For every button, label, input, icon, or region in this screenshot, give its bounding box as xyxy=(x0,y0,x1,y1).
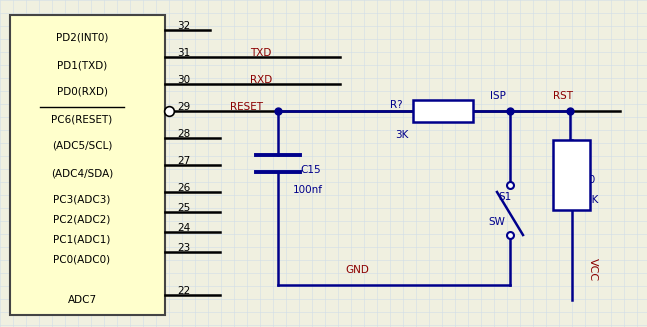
Text: RXD: RXD xyxy=(250,75,272,85)
Text: PC1(ADC1): PC1(ADC1) xyxy=(53,235,111,245)
Text: 3K: 3K xyxy=(395,130,408,140)
Text: SW: SW xyxy=(488,217,505,227)
Text: 30: 30 xyxy=(177,75,190,85)
Text: 5.1K: 5.1K xyxy=(575,195,598,205)
Text: RST: RST xyxy=(553,91,573,101)
Text: 31: 31 xyxy=(177,48,190,58)
Bar xyxy=(10,15,165,315)
Text: 23: 23 xyxy=(177,243,190,253)
Text: 22: 22 xyxy=(177,286,190,296)
Text: PD0(RXD): PD0(RXD) xyxy=(56,87,107,97)
Text: PC6(RESET): PC6(RESET) xyxy=(51,114,113,124)
Text: 28: 28 xyxy=(177,129,190,139)
Text: GND: GND xyxy=(345,265,369,275)
Text: PC2(ADC2): PC2(ADC2) xyxy=(53,215,111,225)
Text: PD1(TXD): PD1(TXD) xyxy=(57,60,107,70)
Text: PC3(ADC3): PC3(ADC3) xyxy=(53,195,111,205)
Bar xyxy=(413,100,473,122)
Text: S1: S1 xyxy=(498,192,511,202)
Text: ISP: ISP xyxy=(490,91,506,101)
Text: 24: 24 xyxy=(177,223,190,233)
Bar xyxy=(553,140,590,210)
Text: PD2(INT0): PD2(INT0) xyxy=(56,33,108,43)
Text: VCC: VCC xyxy=(588,258,598,282)
Text: C15: C15 xyxy=(300,165,321,175)
Text: 25: 25 xyxy=(177,203,190,213)
Text: 100nf: 100nf xyxy=(293,185,323,195)
Text: (ADC4/SDA): (ADC4/SDA) xyxy=(51,168,113,178)
Text: ADC7: ADC7 xyxy=(67,295,96,305)
Text: RESET: RESET xyxy=(230,102,263,112)
Text: (ADC5/SCL): (ADC5/SCL) xyxy=(52,141,112,151)
Text: R?: R? xyxy=(390,100,402,110)
Text: 27: 27 xyxy=(177,156,190,166)
Text: 29: 29 xyxy=(177,102,190,112)
Text: 32: 32 xyxy=(177,21,190,31)
Text: 26: 26 xyxy=(177,183,190,193)
Text: R20: R20 xyxy=(575,175,595,185)
Text: TXD: TXD xyxy=(250,48,271,58)
Text: PC0(ADC0): PC0(ADC0) xyxy=(54,255,111,265)
